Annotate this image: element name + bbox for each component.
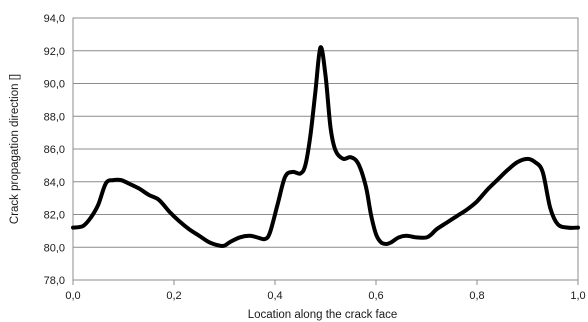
x-tick-label: 0,8 xyxy=(469,290,484,302)
x-tick-label: 1,0 xyxy=(570,290,585,302)
grid-lines xyxy=(73,17,578,281)
x-axis-title: Location along the crack face xyxy=(248,309,398,321)
y-tick-label: 82,0 xyxy=(44,210,65,222)
y-axis-ticks: 78,0 80,0 82,0 84,0 86,0 88,0 90,0 92,0 94,0 xyxy=(44,13,65,287)
x-tick-label: 0,4 xyxy=(267,290,282,302)
x-tick-label: 0,6 xyxy=(368,290,383,302)
x-axis-ticks: 0,0 0,2 0,4 0,6 0,8 1,0 xyxy=(65,280,586,302)
y-tick-label: 90,0 xyxy=(44,79,65,91)
y-tick-label: 92,0 xyxy=(44,46,65,58)
y-tick-label: 88,0 xyxy=(44,111,65,123)
series-line xyxy=(71,45,580,249)
y-tick-label: 86,0 xyxy=(44,144,65,156)
plot-area-frame xyxy=(72,17,579,281)
y-tick-label: 80,0 xyxy=(44,242,65,254)
y-axis-title: Crack propagation direction [] xyxy=(9,74,21,224)
y-tick-label: 78,0 xyxy=(44,275,65,287)
x-tick-label: 0,0 xyxy=(65,290,80,302)
x-tick-label: 0,2 xyxy=(166,290,181,302)
y-tick-label: 94,0 xyxy=(44,13,65,25)
y-tick-label: 84,0 xyxy=(44,177,65,189)
